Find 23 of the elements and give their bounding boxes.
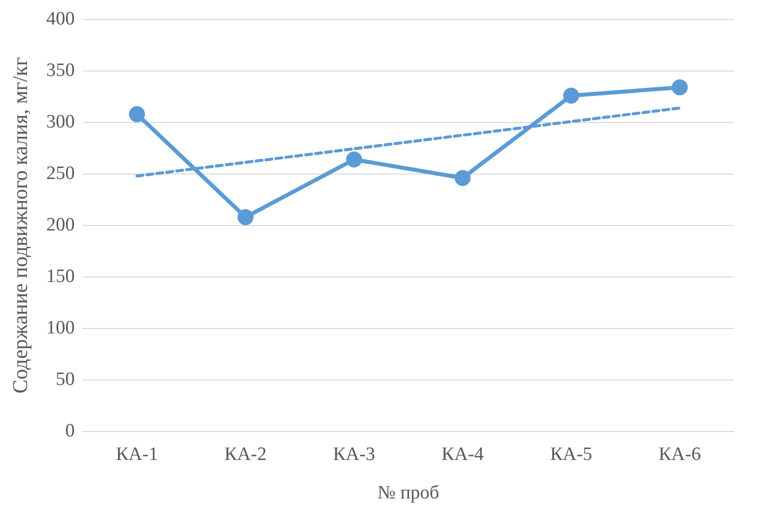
point — [563, 88, 580, 104]
y-tick-label: 150 — [46, 266, 75, 287]
point — [454, 170, 471, 186]
x-tick-label: КА-3 — [332, 444, 376, 465]
x-tick-label: КА-4 — [442, 444, 484, 465]
x-tick-label: КА-2 — [224, 444, 267, 465]
y-tick-label: 100 — [46, 317, 75, 338]
point — [238, 209, 254, 226]
y-tick-label: 350 — [46, 60, 75, 81]
y-tick-label: 200 — [46, 214, 75, 236]
y-tick-label: 300 — [46, 111, 75, 132]
x-tick-label: КА-5 — [550, 444, 592, 465]
point — [672, 79, 688, 96]
y-tick-label: 0 — [65, 420, 75, 442]
y-axis-title: Содержание подвижного калия, мг/кг — [8, 56, 32, 394]
y-tick-label: 250 — [46, 162, 75, 184]
point — [346, 151, 362, 168]
x-tick-label: КА-1 — [116, 444, 158, 465]
y-tick-label: 400 — [46, 8, 75, 30]
point — [128, 106, 145, 122]
y-tick-label: 50 — [56, 368, 75, 390]
x-tick-label: КА-6 — [658, 444, 701, 465]
x-axis-title: № проб — [377, 482, 440, 504]
